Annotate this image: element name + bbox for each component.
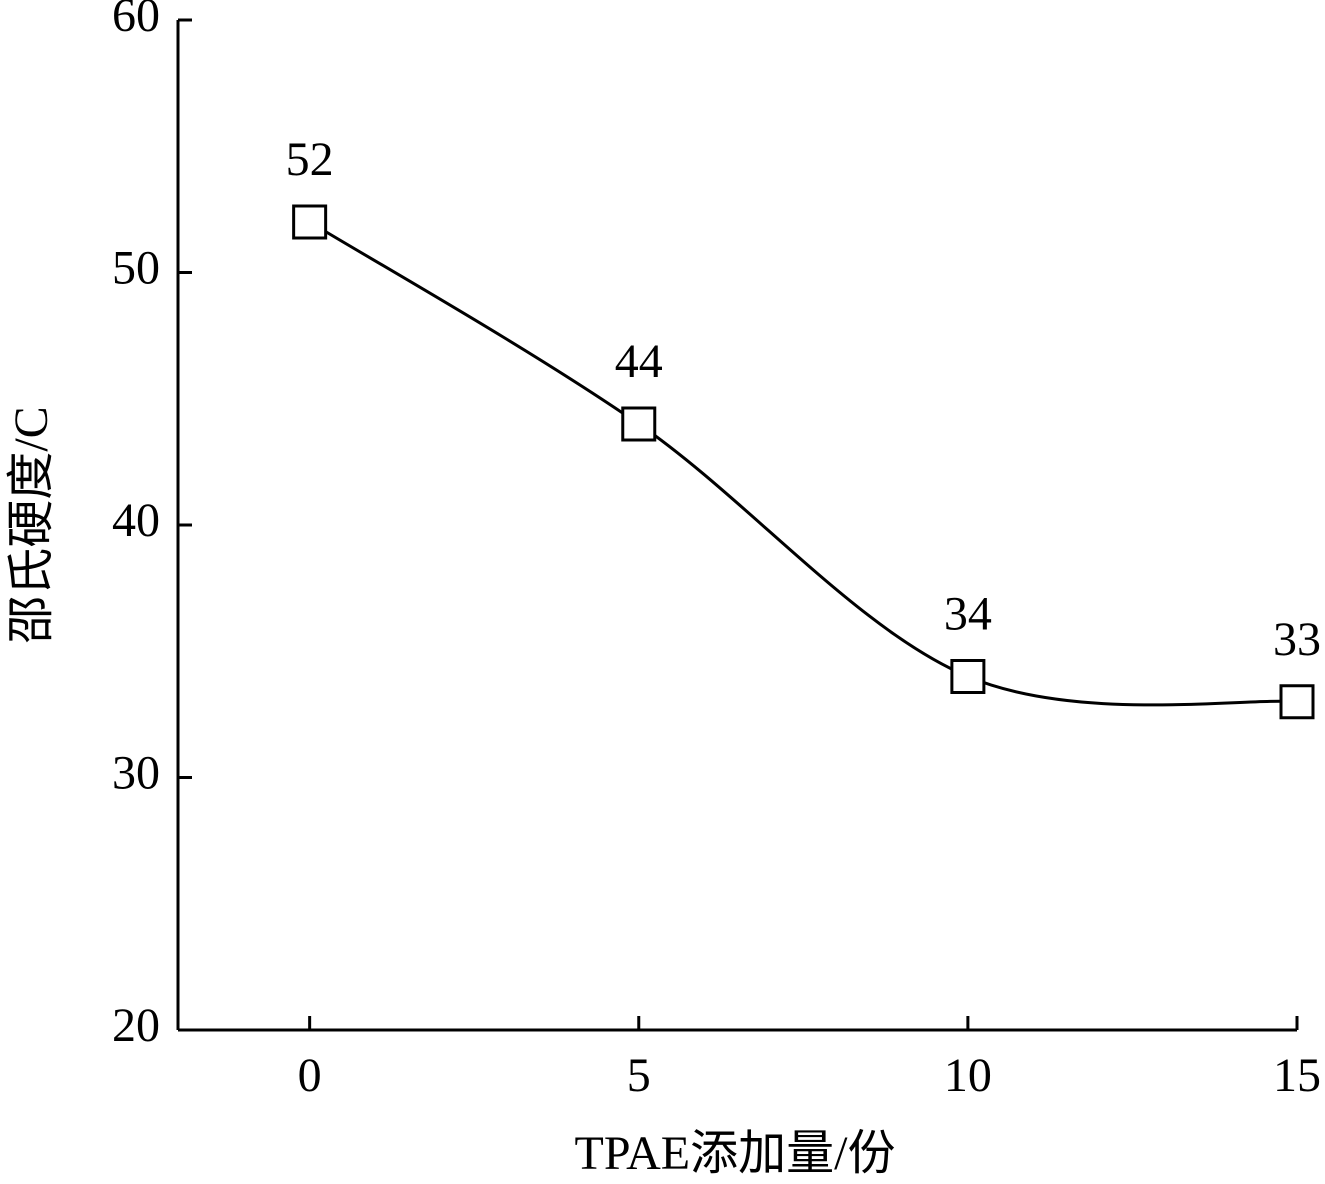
x-tick-label: 5	[627, 1049, 651, 1102]
y-tick-label: 30	[112, 747, 160, 800]
x-tick-label: 15	[1273, 1049, 1321, 1102]
marker	[292, 204, 328, 240]
marker	[950, 659, 986, 694]
x-tick-label: 10	[944, 1049, 992, 1102]
y-tick-label: 20	[112, 999, 160, 1052]
marker	[1279, 684, 1315, 720]
marker	[621, 406, 657, 442]
y-tick-label: 60	[112, 0, 160, 42]
data-label: 33	[1273, 613, 1321, 666]
line	[308, 220, 1298, 707]
y-tick-label: 40	[112, 494, 160, 547]
y-axis-title: 邵氏硬度/C	[5, 406, 58, 643]
data-label: 52	[286, 133, 334, 186]
x-axis-title: TPAE添加量/份	[575, 1127, 896, 1180]
data-label: 34	[944, 588, 992, 641]
y-tick-label: 50	[112, 242, 160, 295]
data-label: 44	[615, 335, 663, 388]
x-tick-label: 0	[298, 1049, 322, 1102]
